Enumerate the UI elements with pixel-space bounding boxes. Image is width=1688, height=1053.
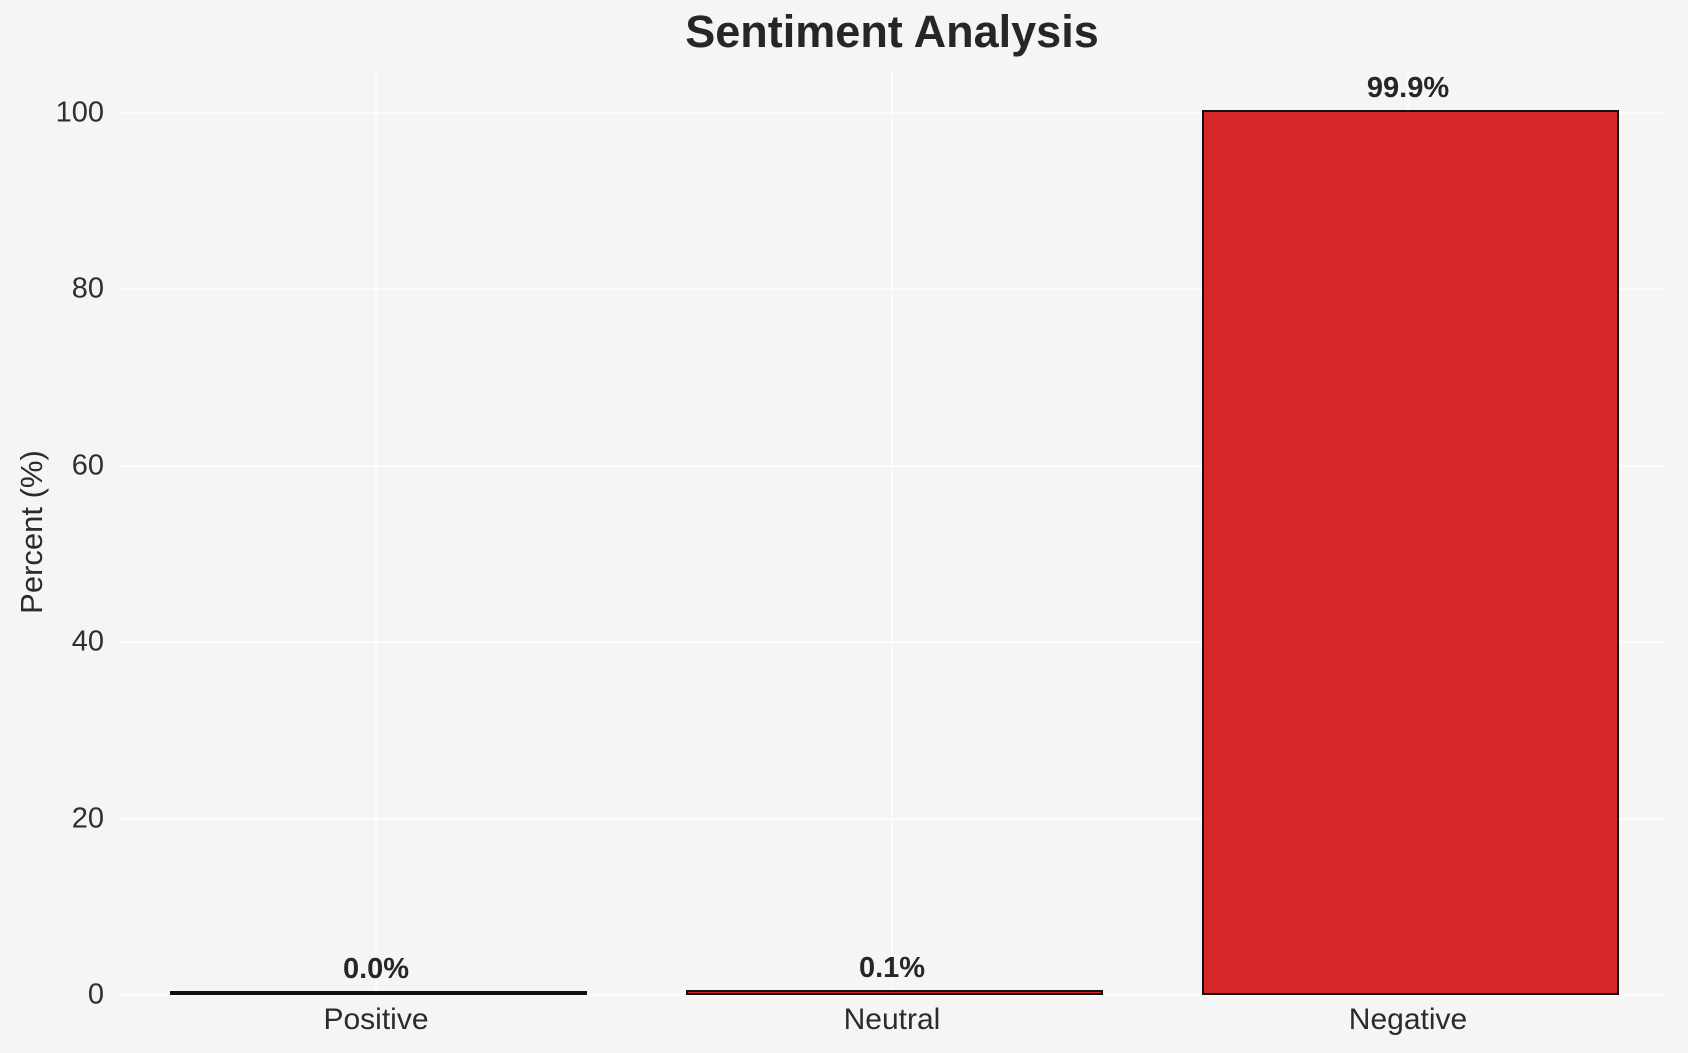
- gridline-x-neutral: [891, 70, 893, 995]
- y-tick-40: 40: [71, 625, 104, 658]
- gridline-x-positive: [375, 70, 377, 995]
- y-tick-60: 60: [71, 449, 104, 482]
- y-tick-100: 100: [55, 96, 104, 129]
- bar-value-label-neutral: 0.1%: [858, 952, 926, 985]
- bar-value-label-positive: 0.0%: [342, 953, 410, 985]
- plot-area: 0.0% 0.1% 99.9%: [118, 70, 1666, 996]
- x-tick-positive: Positive: [323, 1003, 429, 1036]
- x-tick-negative: Negative: [1348, 1003, 1468, 1036]
- y-axis-tick-labels: 0 20 40 60 80 100: [0, 0, 104, 1053]
- bar-neutral: [685, 990, 1103, 995]
- gridline-y-0: [118, 994, 1666, 996]
- bar-positive: [169, 991, 587, 995]
- y-tick-20: 20: [71, 802, 104, 835]
- bar-value-label-negative: 99.9%: [1366, 71, 1450, 104]
- y-tick-0: 0: [87, 978, 104, 1011]
- bar-negative: [1201, 109, 1619, 995]
- x-tick-neutral: Neutral: [843, 1003, 941, 1036]
- chart-title: Sentiment Analysis: [685, 6, 1099, 57]
- y-tick-80: 80: [71, 272, 104, 305]
